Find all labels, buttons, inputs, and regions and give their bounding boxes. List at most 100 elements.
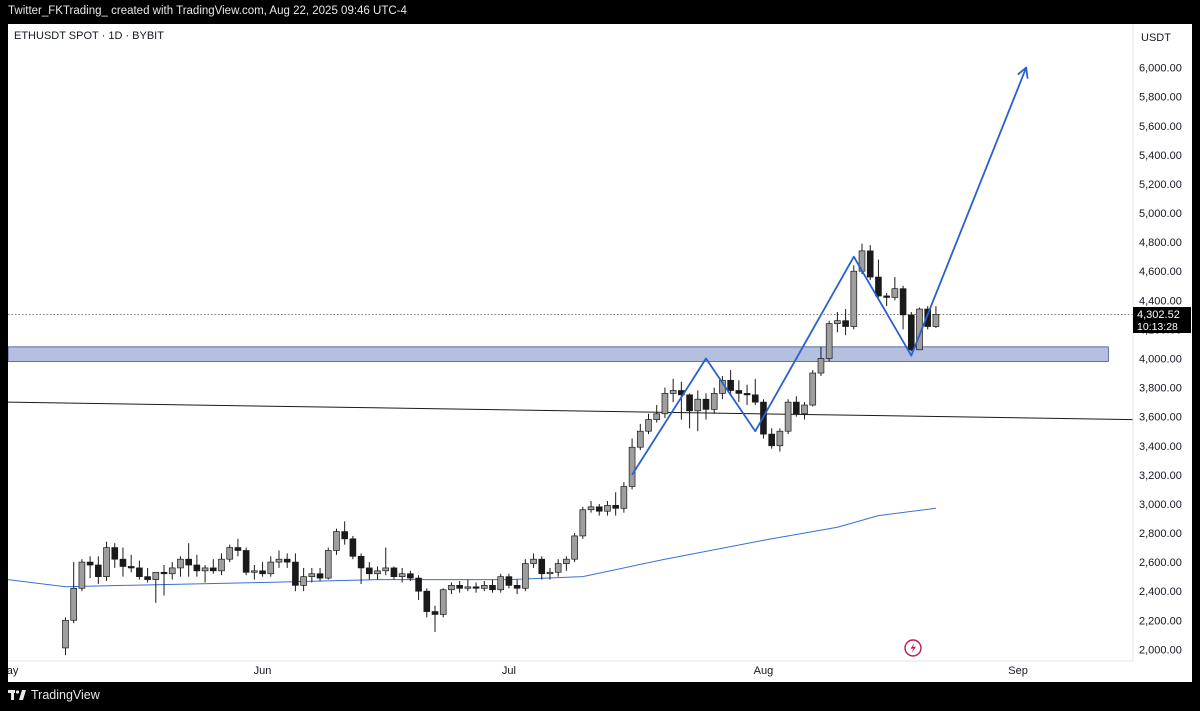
- flash-icon[interactable]: [904, 639, 922, 657]
- candle: [834, 311, 841, 333]
- candles-layer: [62, 243, 940, 656]
- attribution-bar: Twitter_FKTrading_ created with TradingV…: [0, 0, 1200, 24]
- y-tick-label: 3,600.00: [1139, 412, 1182, 424]
- y-tick-label: 2,600.00: [1139, 557, 1182, 569]
- y-tick-label: 5,200.00: [1139, 179, 1182, 191]
- candle-body: [366, 567, 373, 575]
- candle-body: [357, 555, 365, 569]
- candle-body: [464, 586, 472, 589]
- y-tick-label: 2,000.00: [1139, 644, 1182, 656]
- candle-body: [472, 586, 480, 589]
- candle: [817, 346, 825, 376]
- candle-body: [78, 561, 86, 589]
- candle-body: [628, 446, 636, 487]
- candle-body: [136, 567, 143, 577]
- candle-body: [751, 394, 759, 403]
- candle-body: [341, 531, 348, 540]
- candle: [825, 320, 833, 362]
- y-tick-label: 5,600.00: [1139, 121, 1182, 133]
- candle-body: [891, 288, 899, 298]
- candle: [242, 547, 250, 576]
- trendline: [8, 401, 1134, 421]
- price-badge: 4,302.52 10:13:28: [1133, 307, 1191, 333]
- y-tick-label: 5,000.00: [1139, 208, 1182, 220]
- candle: [694, 390, 702, 432]
- candle-body: [694, 398, 702, 412]
- candle-body: [160, 571, 168, 575]
- candle: [530, 553, 537, 568]
- projection-path: [631, 67, 1028, 476]
- candle-body: [226, 547, 234, 560]
- y-tick-label: 4,800.00: [1139, 237, 1182, 249]
- candle-body: [505, 576, 513, 586]
- candle-body: [448, 585, 455, 591]
- candle: [267, 556, 275, 577]
- chart-panel[interactable]: 2,000.00 2,200.00 2,400.00 2,600.00 2,800.00…: [8, 24, 1192, 682]
- candle: [308, 567, 316, 583]
- candle: [333, 528, 340, 555]
- candle-body: [653, 413, 661, 420]
- candle: [612, 492, 619, 516]
- candle-body: [193, 564, 201, 572]
- candle: [686, 393, 693, 429]
- candle-body: [382, 567, 390, 572]
- indicator-layer: [8, 314, 1134, 588]
- y-tick-label: 2,400.00: [1139, 586, 1182, 598]
- candle-body: [201, 567, 209, 572]
- candle: [300, 567, 307, 592]
- candle-body: [636, 430, 644, 448]
- candle-body: [595, 506, 603, 512]
- candle-body: [866, 250, 874, 278]
- candle-body: [374, 570, 381, 575]
- x-tick-label: May: [8, 665, 19, 677]
- candle-body: [661, 393, 669, 415]
- candle: [95, 556, 102, 584]
- candle-body: [513, 585, 521, 589]
- candle-body: [144, 576, 151, 580]
- y-tick-label: 5,400.00: [1139, 150, 1182, 162]
- price-chart[interactable]: 2,000.00 2,200.00 2,400.00 2,600.00 2,800.00…: [8, 24, 1192, 682]
- candle-body: [710, 393, 718, 410]
- candle-body: [390, 567, 398, 577]
- candle-body: [103, 547, 110, 577]
- candle-body: [439, 589, 447, 615]
- currency-label: USDT: [1141, 32, 1171, 44]
- candle-body: [768, 433, 775, 447]
- candle: [743, 384, 751, 406]
- candle: [456, 581, 463, 593]
- y-tick-label: 4,600.00: [1139, 266, 1182, 278]
- candle: [144, 567, 151, 583]
- candle: [382, 547, 390, 576]
- symbol-label: ETHUSDT SPOT · 1D · BYBIT: [14, 30, 164, 42]
- candle-body: [480, 585, 488, 589]
- candle: [177, 556, 184, 577]
- candle-body: [168, 567, 176, 575]
- candle-body: [776, 430, 784, 447]
- candle-body: [234, 547, 242, 551]
- y-tick-label: 3,000.00: [1139, 499, 1182, 511]
- candle-body: [415, 577, 422, 592]
- candle: [292, 553, 299, 592]
- candle: [185, 543, 192, 577]
- candle-body: [743, 393, 751, 396]
- candle: [407, 570, 414, 582]
- candle-body: [275, 558, 283, 563]
- candle: [226, 544, 234, 563]
- x-tick-label: Sep: [1008, 665, 1028, 677]
- candle-body: [242, 550, 250, 573]
- candle: [398, 567, 406, 583]
- candle-body: [349, 538, 357, 557]
- candle-body: [793, 401, 800, 415]
- candle: [497, 573, 505, 593]
- candle: [357, 553, 365, 584]
- candle-body: [522, 563, 529, 589]
- x-tick-label: Jul: [502, 665, 516, 677]
- candle: [324, 547, 332, 580]
- candle: [628, 438, 636, 490]
- candle-body: [538, 558, 546, 575]
- candle-body: [801, 404, 808, 415]
- candle: [801, 402, 808, 420]
- candle: [201, 565, 209, 583]
- candle: [283, 553, 291, 568]
- candle: [136, 560, 143, 580]
